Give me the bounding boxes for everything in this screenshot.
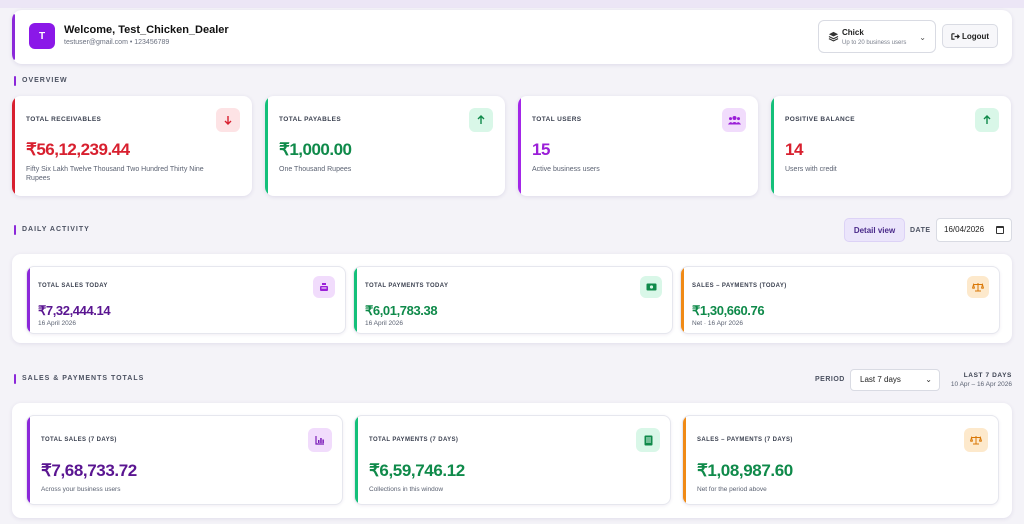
- chevron-down-icon: ⌄: [919, 33, 926, 42]
- card-label: TOTAL USERS: [532, 116, 582, 123]
- card-value: ₹1,30,660.76: [692, 303, 765, 318]
- card-accent-bar: [518, 96, 521, 196]
- user-contact-info: testuser@gmail.com • 123456789: [64, 39, 170, 46]
- period-value: Last 7 days: [860, 375, 901, 384]
- card-label: SALES – PAYMENTS (7 DAYS): [697, 437, 793, 443]
- chevron-down-icon: ⌄: [925, 375, 932, 384]
- card-label: TOTAL SALES TODAY: [38, 283, 108, 289]
- card-label: TOTAL RECEIVABLES: [26, 116, 102, 123]
- card-description: One Thousand Rupees: [279, 166, 352, 173]
- totals-panel: TOTAL SALES (7 DAYS) ₹7,68,733.72 Across…: [12, 403, 1012, 518]
- daily-activity-panel: TOTAL SALES TODAY ₹7,32,444.14 16 April …: [12, 254, 1012, 343]
- card-total-payables[interactable]: TOTAL PAYABLES ₹1,000.00 One Thousand Ru…: [265, 96, 505, 196]
- register-icon: [313, 276, 335, 298]
- range-title: LAST 7 DAYS: [963, 372, 1012, 379]
- card-positive-balance[interactable]: POSITIVE BALANCE 14 Users with credit: [771, 96, 1011, 196]
- header-card: T Welcome, Test_Chicken_Dealer testuser@…: [12, 10, 1012, 64]
- card-total-receivables[interactable]: TOTAL RECEIVABLES ₹56,12,239.44 Fifty Si…: [12, 96, 252, 196]
- card-value: 14: [785, 140, 803, 159]
- card-total-users[interactable]: TOTAL USERS 15 Active business users: [518, 96, 758, 196]
- section-title-sales-payments-totals: SALES & PAYMENTS TOTALS: [14, 374, 144, 384]
- card-accent-bar: [681, 267, 684, 333]
- card-label: TOTAL SALES (7 DAYS): [41, 437, 117, 443]
- date-label: DATE: [910, 227, 931, 234]
- period-select[interactable]: Last 7 days ⌄: [850, 369, 940, 391]
- scale-icon: [964, 428, 988, 452]
- calendar-icon[interactable]: [996, 226, 1004, 234]
- card-accent-bar: [355, 416, 358, 504]
- card-accent-bar: [27, 267, 30, 333]
- card-label: SALES – PAYMENTS (TODAY): [692, 283, 787, 289]
- layers-icon: [828, 31, 839, 42]
- avatar[interactable]: T: [29, 23, 55, 49]
- card-label: TOTAL PAYABLES: [279, 116, 342, 123]
- logout-button[interactable]: Logout: [942, 24, 998, 48]
- card-accent-bar: [683, 416, 686, 504]
- card-subtext: 16 April 2026: [365, 320, 403, 327]
- card-total-payments-7-days[interactable]: TOTAL PAYMENTS (7 DAYS) ₹6,59,746.12 Col…: [354, 415, 671, 505]
- card-subtext: Across your business users: [41, 486, 121, 493]
- card-value: ₹7,68,733.72: [41, 461, 137, 480]
- top-strip: [0, 0, 1024, 8]
- plan-selector[interactable]: Chick Up to 20 business users ⌄: [818, 20, 936, 53]
- card-value: ₹56,12,239.44: [26, 140, 130, 159]
- range-dates: 10 Apr – 16 Apr 2026: [950, 381, 1012, 388]
- date-input[interactable]: 16/04/2026: [936, 218, 1012, 242]
- card-accent-bar: [771, 96, 774, 196]
- card-label: TOTAL PAYMENTS TODAY: [365, 283, 449, 289]
- card-accent-bar: [27, 416, 30, 504]
- arrow-down-icon: [216, 108, 240, 132]
- section-title-overview: OVERVIEW: [14, 76, 68, 86]
- detail-view-button[interactable]: Detail view: [844, 218, 905, 242]
- card-description: Users with credit: [785, 166, 837, 173]
- cash-icon: [640, 276, 662, 298]
- card-value: ₹1,000.00: [279, 140, 352, 159]
- plan-name: Chick: [842, 28, 864, 37]
- header-accent-bar: [12, 14, 15, 60]
- card-subtext: Collections in this window: [369, 486, 444, 493]
- card-subtext: 16 April 2026: [38, 320, 76, 327]
- card-value: 15: [532, 140, 550, 159]
- welcome-title: Welcome, Test_Chicken_Dealer: [64, 24, 229, 36]
- users-icon: [722, 108, 746, 132]
- card-subtext: Net for the period above: [697, 486, 767, 493]
- card-description: Active business users: [532, 166, 600, 173]
- chart-icon: [308, 428, 332, 452]
- scale-icon: [967, 276, 989, 298]
- card-total-sales-7-days[interactable]: TOTAL SALES (7 DAYS) ₹7,68,733.72 Across…: [26, 415, 343, 505]
- card-sales-minus-payments-7-days[interactable]: SALES – PAYMENTS (7 DAYS) ₹1,08,987.60 N…: [682, 415, 999, 505]
- card-value: ₹1,08,987.60: [697, 461, 793, 480]
- card-label: TOTAL PAYMENTS (7 DAYS): [369, 437, 459, 443]
- plan-limit: Up to 20 business users: [842, 40, 907, 46]
- card-value: ₹6,59,746.12: [369, 461, 465, 480]
- logout-label: Logout: [961, 31, 990, 41]
- card-value: ₹7,32,444.14: [38, 303, 111, 318]
- card-accent-bar: [12, 96, 15, 196]
- date-value: 16/04/2026: [944, 225, 985, 234]
- arrow-up-icon: [975, 108, 999, 132]
- receipt-icon: [636, 428, 660, 452]
- section-title-daily-activity: DAILY ACTIVITY: [14, 225, 90, 235]
- card-subtext: Net · 16 Apr 2026: [692, 320, 743, 327]
- card-accent-bar: [265, 96, 268, 196]
- period-label: PERIOD: [815, 376, 845, 383]
- card-total-sales-today[interactable]: TOTAL SALES TODAY ₹7,32,444.14 16 April …: [26, 266, 346, 334]
- card-description: Fifty Six Lakh Twelve Thousand Two Hundr…: [26, 166, 204, 182]
- card-sales-minus-payments-today[interactable]: SALES – PAYMENTS (TODAY) ₹1,30,660.76 Ne…: [680, 266, 1000, 334]
- card-accent-bar: [354, 267, 357, 333]
- card-label: POSITIVE BALANCE: [785, 116, 855, 123]
- logout-icon: [951, 32, 960, 40]
- arrow-up-icon: [469, 108, 493, 132]
- card-total-payments-today[interactable]: TOTAL PAYMENTS TODAY ₹6,01,783.38 16 Apr…: [353, 266, 673, 334]
- card-value: ₹6,01,783.38: [365, 303, 438, 318]
